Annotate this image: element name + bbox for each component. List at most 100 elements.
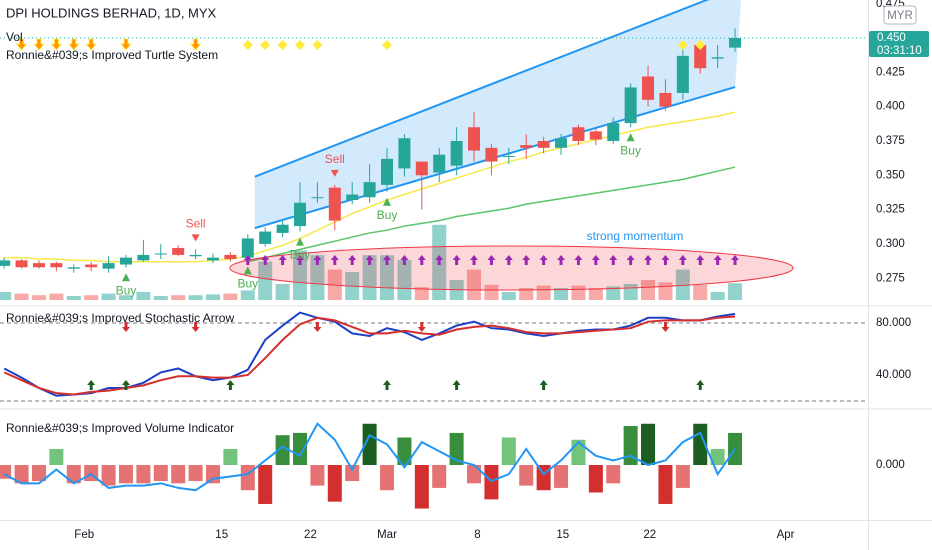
signal-label: Buy	[116, 283, 137, 297]
momentum-arrow	[626, 255, 635, 265]
momentum-arrow	[435, 255, 444, 265]
candle-body	[241, 238, 254, 258]
candle-body	[346, 194, 359, 200]
volume-bar	[310, 255, 325, 300]
candle-body	[659, 92, 672, 107]
down-arrow	[191, 322, 200, 332]
volume-indicator-bar	[710, 448, 725, 465]
momentum-arrow	[731, 255, 740, 265]
volume-indicator-pane	[0, 422, 743, 509]
volume-indicator-bar	[240, 465, 255, 491]
labels: DPI HOLDINGS BERHAD, 1D, MYX Vol Ronnie&…	[6, 0, 929, 541]
volume-bar	[519, 288, 534, 300]
volume-bar	[675, 269, 690, 300]
volume-bar	[554, 288, 569, 300]
buy-signal	[626, 133, 635, 142]
volume-bar	[31, 295, 46, 300]
volume-indicator-bar	[101, 465, 116, 486]
exit-arrow	[50, 38, 63, 51]
signal-label: Buy	[290, 248, 311, 262]
momentum-arrow	[522, 255, 531, 265]
volume-bar	[710, 292, 725, 300]
candle-body	[398, 138, 411, 169]
x-tick-label: 22	[304, 529, 317, 541]
down-arrow	[313, 322, 322, 332]
x-tick-label: 8	[474, 529, 480, 541]
volume-indicator-bar	[571, 439, 586, 465]
momentum-arrow	[574, 255, 583, 265]
y-tick-label: 40.000	[876, 369, 911, 381]
candle-body	[502, 156, 515, 158]
volume-indicator-bar	[362, 423, 377, 465]
volume-indicator-bar	[205, 465, 220, 484]
down-arrow	[121, 322, 130, 332]
candle-body	[294, 202, 307, 227]
volume-bar	[84, 295, 99, 300]
volume-bar	[49, 293, 64, 300]
signal-label: Buy	[377, 208, 398, 222]
up-arrow	[383, 380, 392, 390]
diamond-marker	[677, 40, 688, 50]
last-price-label: 0.450	[877, 32, 906, 44]
candle-body	[189, 254, 202, 257]
diamond-marker	[242, 40, 253, 50]
volume-bar	[484, 284, 499, 300]
indicator-label: Ronnie&#039;s Improved Stochastic Arrow	[6, 311, 234, 325]
y-tick-label: 0.300	[876, 238, 905, 250]
up-arrow	[121, 380, 130, 390]
momentum-arrow	[504, 255, 513, 265]
volume-indicator-bar	[606, 465, 621, 484]
volume-indicator-bar	[258, 465, 273, 504]
y-tick-label: 0.275	[876, 272, 905, 284]
exit-arrow	[33, 38, 45, 51]
momentum-arrow	[330, 255, 339, 265]
volume-bar	[171, 295, 186, 300]
volume-indicator-bar	[658, 465, 673, 504]
momentum-zone	[229, 245, 794, 291]
momentum-arrow	[296, 255, 305, 265]
volume-bar	[293, 250, 308, 300]
volume-indicator-line	[3, 422, 736, 492]
channel-line	[254, 0, 710, 178]
candle-body	[711, 57, 724, 59]
candle-body	[468, 127, 481, 151]
x-tick-label: Feb	[74, 529, 94, 541]
y-tick-label: 0.000	[876, 459, 905, 471]
candle-body	[85, 264, 98, 268]
volume-bar	[118, 295, 133, 300]
volume-indicator-bar	[188, 465, 203, 482]
x-tick-label: 15	[215, 529, 228, 541]
momentum-arrow	[365, 255, 374, 265]
x-tick-label: Mar	[377, 529, 397, 541]
volume-indicator-bar	[275, 435, 290, 465]
exit-arrow	[189, 38, 202, 51]
volume-indicator-bar	[0, 465, 12, 479]
candle-body	[206, 257, 219, 261]
last-price-box	[869, 31, 929, 58]
exit-arrow	[15, 38, 28, 51]
y-tick-label: 0.400	[876, 101, 905, 113]
volume-indicator-bar	[519, 465, 534, 486]
candle-body	[32, 263, 45, 268]
momentum-arrow	[278, 255, 287, 265]
stochastic-pane	[0, 311, 868, 402]
momentum-arrow	[261, 255, 270, 265]
x-tick-label: 15	[556, 529, 569, 541]
volume-indicator-bar	[136, 465, 151, 484]
volume-bar	[205, 294, 220, 300]
indicator-label: Ronnie&#039;s Improved Volume Indicator	[6, 421, 234, 435]
momentum-arrow	[348, 255, 357, 265]
volume-indicator-bar	[728, 432, 743, 465]
volume-indicator-bar	[327, 465, 342, 502]
volume-bar	[188, 295, 203, 300]
volume-bar	[223, 293, 238, 300]
momentum-arrow	[661, 255, 670, 265]
candle-body	[433, 154, 446, 173]
candle-body	[450, 140, 463, 166]
momentum-arrow	[557, 255, 566, 265]
exit-arrow	[67, 38, 80, 51]
diamond-marker	[695, 40, 706, 50]
y-tick-label: 0.350	[876, 169, 905, 181]
momentum-arrow	[400, 255, 409, 265]
volume-bar	[362, 255, 377, 300]
